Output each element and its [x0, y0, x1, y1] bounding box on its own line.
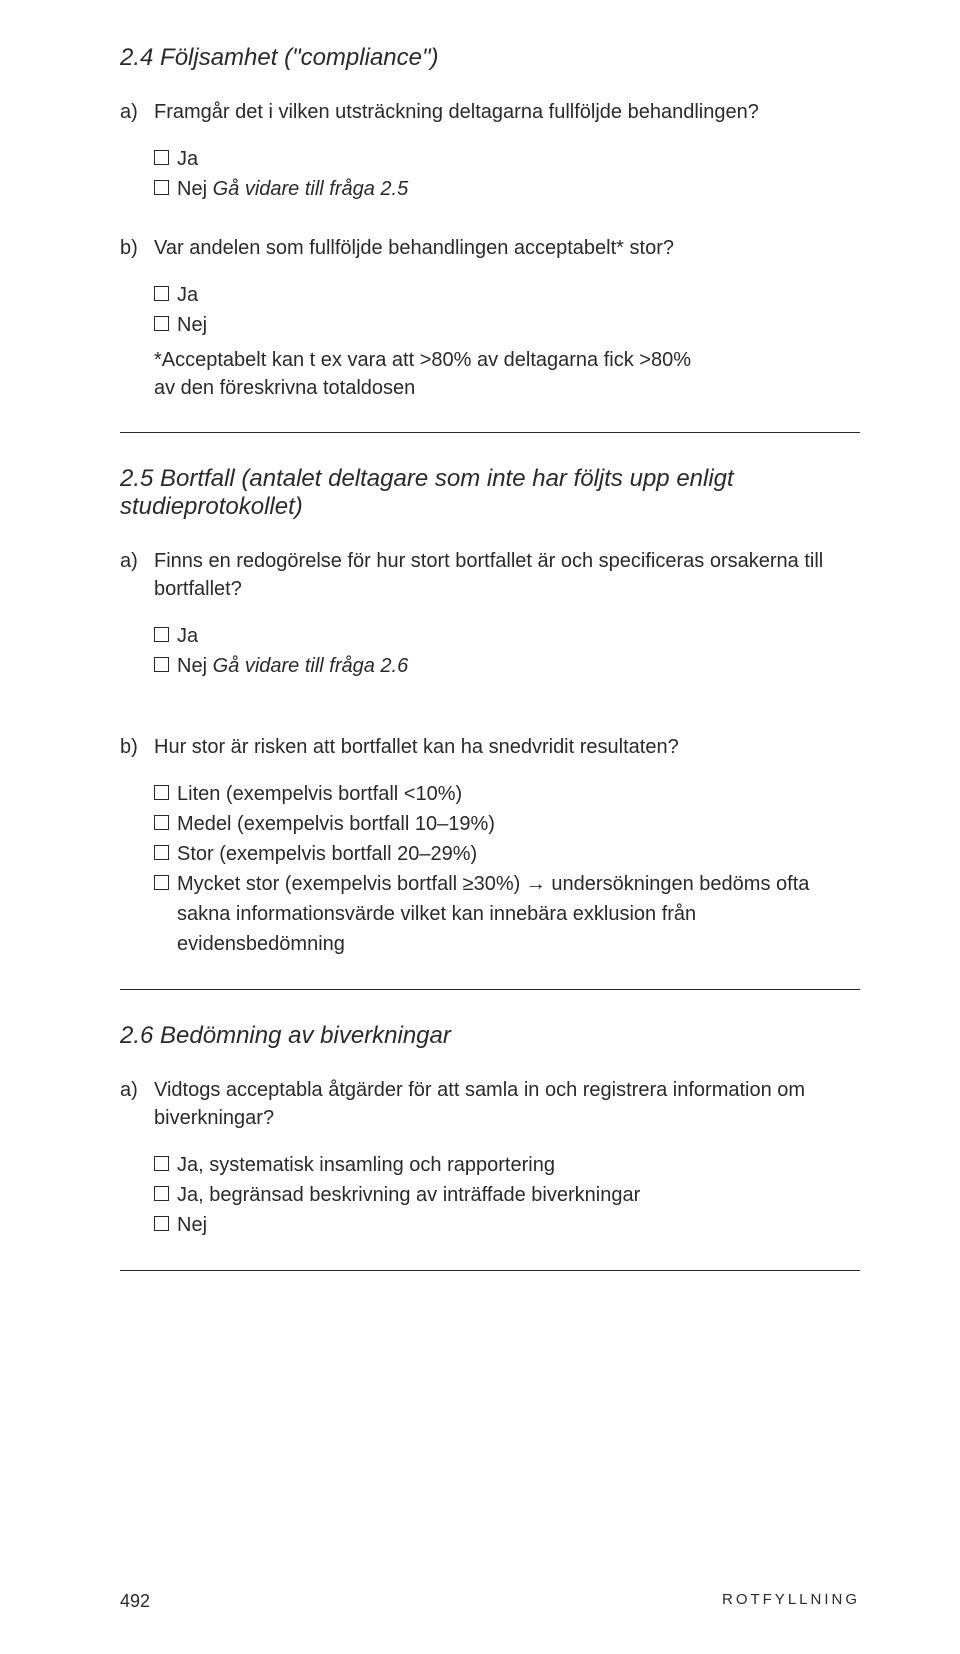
question-letter: a) [120, 98, 154, 126]
question-letter: b) [120, 733, 154, 761]
question-line: b) Hur stor är risken att bortfallet kan… [120, 733, 860, 761]
question-25b: b) Hur stor är risken att bortfallet kan… [120, 733, 860, 959]
options-25a: Ja Nej Gå vidare till fråga 2.6 [154, 621, 860, 681]
option: Ja [154, 280, 860, 310]
option: Liten (exempelvis bortfall <10%) [154, 779, 860, 809]
question-letter: b) [120, 234, 154, 262]
note-line1: *Acceptabelt kan t ex vara att >80% av d… [154, 346, 860, 374]
question-text: Hur stor är risken att bortfallet kan ha… [154, 733, 860, 761]
option-label: Nej [177, 1210, 860, 1240]
option-label: Mycket stor (exempelvis bortfall ≥30%) →… [177, 869, 860, 959]
question-26a: a) Vidtogs acceptabla åtgärder för att s… [120, 1076, 860, 1240]
option-label: Medel (exempelvis bortfall 10–19%) [177, 809, 860, 839]
option-label: Stor (exempelvis bortfall 20–29%) [177, 839, 860, 869]
checkbox-icon[interactable] [154, 316, 169, 331]
question-letter: a) [120, 547, 154, 575]
option: Ja, begränsad beskrivning av inträffade … [154, 1180, 860, 1210]
question-text: Vidtogs acceptabla åtgärder för att saml… [154, 1076, 860, 1132]
option: Nej Gå vidare till fråga 2.6 [154, 651, 860, 681]
divider [120, 989, 860, 990]
option-label: Ja, begränsad beskrivning av inträffade … [177, 1180, 860, 1210]
option: Nej [154, 310, 860, 340]
checkbox-icon[interactable] [154, 286, 169, 301]
option-label: Ja [177, 280, 860, 310]
divider [120, 432, 860, 433]
question-24b: b) Var andelen som fullföljde behandling… [120, 234, 860, 402]
options-26a: Ja, systematisk insamling och rapporteri… [154, 1150, 860, 1240]
question-text: Framgår det i vilken utsträckning deltag… [154, 98, 860, 126]
checkbox-icon[interactable] [154, 875, 169, 890]
options-24a: Ja Nej Gå vidare till fråga 2.5 [154, 144, 860, 204]
checkbox-icon[interactable] [154, 1186, 169, 1201]
page-footer: 492 ROTFYLLNING [120, 1591, 860, 1612]
checkbox-icon[interactable] [154, 1156, 169, 1171]
checkbox-icon[interactable] [154, 627, 169, 642]
divider [120, 1270, 860, 1271]
option: Mycket stor (exempelvis bortfall ≥30%) →… [154, 869, 860, 959]
options-24b: Ja Nej [154, 280, 860, 340]
option: Ja, systematisk insamling och rapporteri… [154, 1150, 860, 1180]
option: Ja [154, 144, 860, 174]
option-label: Ja, systematisk insamling och rapporteri… [177, 1150, 860, 1180]
option: Nej Gå vidare till fråga 2.5 [154, 174, 860, 204]
question-line: a) Finns en redogörelse för hur stort bo… [120, 547, 860, 603]
option-prefix: Nej [177, 655, 213, 677]
note-line2: av den föreskrivna totaldosen [154, 374, 860, 402]
footer-source: ROTFYLLNING [722, 1591, 860, 1612]
option: Nej [154, 1210, 860, 1240]
option-label: Ja [177, 144, 860, 174]
options-25b: Liten (exempelvis bortfall <10%) Medel (… [154, 779, 860, 959]
question-24a: a) Framgår det i vilken utsträckning del… [120, 98, 860, 204]
option: Ja [154, 621, 860, 651]
checkbox-icon[interactable] [154, 150, 169, 165]
document-page: 2.4 Följsamhet ("compliance") a) Framgår… [0, 0, 960, 1654]
checkbox-icon[interactable] [154, 180, 169, 195]
checkbox-icon[interactable] [154, 1216, 169, 1231]
option-label: Liten (exempelvis bortfall <10%) [177, 779, 860, 809]
checkbox-icon[interactable] [154, 845, 169, 860]
question-line: a) Framgår det i vilken utsträckning del… [120, 98, 860, 126]
option-label: Nej Gå vidare till fråga 2.5 [177, 174, 860, 204]
option-label: Nej Gå vidare till fråga 2.6 [177, 651, 860, 681]
section-25-title: 2.5 Bortfall (antalet deltagare som inte… [120, 465, 860, 521]
option-label: Ja [177, 621, 860, 651]
option-prefix: Nej [177, 178, 213, 200]
question-text: Var andelen som fullföljde behandlingen … [154, 234, 860, 262]
checkbox-icon[interactable] [154, 815, 169, 830]
question-25a: a) Finns en redogörelse för hur stort bo… [120, 547, 860, 681]
option: Medel (exempelvis bortfall 10–19%) [154, 809, 860, 839]
option-label: Nej [177, 310, 860, 340]
option-italic: Gå vidare till fråga 2.6 [213, 655, 409, 677]
question-line: a) Vidtogs acceptabla åtgärder för att s… [120, 1076, 860, 1132]
option-italic: Gå vidare till fråga 2.5 [213, 178, 409, 200]
question-line: b) Var andelen som fullföljde behandling… [120, 234, 860, 262]
page-number: 492 [120, 1591, 150, 1612]
option: Stor (exempelvis bortfall 20–29%) [154, 839, 860, 869]
question-letter: a) [120, 1076, 154, 1104]
section-24-title: 2.4 Följsamhet ("compliance") [120, 44, 860, 72]
section-26-title: 2.6 Bedömning av biverkningar [120, 1022, 860, 1050]
checkbox-icon[interactable] [154, 785, 169, 800]
checkbox-icon[interactable] [154, 657, 169, 672]
question-text: Finns en redogörelse för hur stort bortf… [154, 547, 860, 603]
